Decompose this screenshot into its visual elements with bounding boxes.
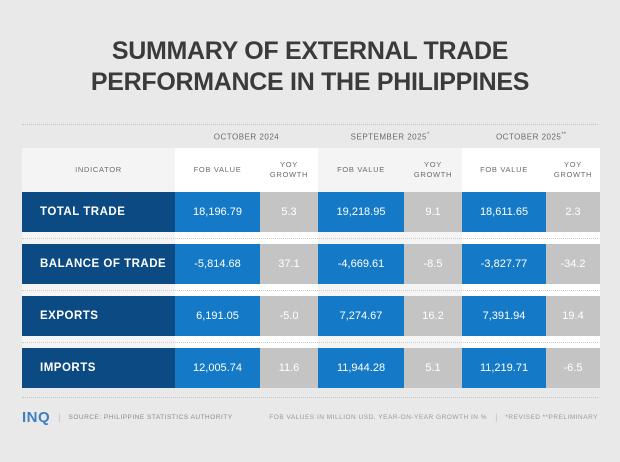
trade-summary-table: OCTOBER 2024 SEPTEMBER 2025* OCTOBER 202…	[22, 126, 600, 388]
cell-sep2025-yoy: 5.1	[404, 348, 462, 388]
table-row: IMPORTS 12,005.74 11.6 11,944.28 5.1 11,…	[22, 348, 600, 388]
row-indicator-label: BALANCE OF TRADE	[22, 244, 175, 284]
cell-oct2025-yoy: 2.3	[546, 192, 600, 232]
units-note: FOB VALUES IN MILLION USD, YEAR-ON-YEAR …	[269, 413, 488, 421]
yoy-line-1: YOY	[424, 159, 442, 169]
cell-oct2025-yoy: 19.4	[546, 296, 600, 336]
title-line-2: PERFORMANCE IN THE PHILIPPINES	[90, 68, 530, 96]
yoy-line-1: YOY	[280, 159, 298, 169]
subheader-fob-value-2: FOB VALUE	[337, 164, 385, 174]
header-divider	[22, 124, 598, 126]
subheader-yoy-growth-2: YOY GROWTH	[404, 160, 462, 180]
footer-notes: FOB VALUES IN MILLION USD, YEAR-ON-YEAR …	[269, 412, 598, 422]
row-indicator-label: EXPORTS	[22, 296, 175, 336]
cell-oct2024-yoy: -5.0	[260, 296, 318, 336]
period-label-1: OCTOBER 2024	[213, 132, 280, 142]
row-indicator-label: IMPORTS	[22, 348, 175, 388]
footer-separator-left: |	[58, 412, 61, 422]
yoy-line-2: GROWTH	[269, 170, 309, 179]
table-row: BALANCE OF TRADE -5,814.68 37.1 -4,669.6…	[22, 244, 600, 284]
cell-oct2025-fob: 7,391.94	[462, 296, 546, 336]
cell-oct2024-yoy: 37.1	[260, 244, 318, 284]
cell-sep2025-fob: -4,669.61	[318, 244, 404, 284]
footer: INQ | SOURCE: PHILIPPINE STATISTICS AUTH…	[22, 408, 598, 426]
subheader-indicator: INDICATOR	[75, 164, 122, 174]
legend-revised: *REVISED	[505, 413, 541, 421]
period-marker-3: **	[561, 132, 567, 139]
cell-oct2024-fob: 6,191.05	[175, 296, 260, 336]
page-title: SUMMARY OF EXTERNAL TRADE PERFORMANCE IN…	[0, 0, 620, 98]
cell-oct2025-yoy: -34.2	[546, 244, 600, 284]
cell-oct2025-fob: 11,219.71	[462, 348, 546, 388]
period-label-2: SEPTEMBER 2025	[350, 132, 428, 142]
cell-sep2025-fob: 7,274.67	[318, 296, 404, 336]
legend-preliminary: **PRELIMINARY	[542, 413, 598, 421]
table-row: EXPORTS 6,191.05 -5.0 7,274.67 16.2 7,39…	[22, 296, 600, 336]
cell-sep2025-yoy: -8.5	[404, 244, 462, 284]
cell-sep2025-fob: 11,944.28	[318, 348, 404, 388]
cell-oct2024-fob: 18,196.79	[175, 192, 260, 232]
inquirer-logo: INQ	[22, 408, 51, 426]
yoy-line-2: GROWTH	[553, 170, 593, 179]
cell-oct2024-fob: -5,814.68	[175, 244, 260, 284]
period-marker-2: *	[427, 132, 430, 139]
period-header-sep-2025: SEPTEMBER 2025*	[318, 132, 462, 142]
cell-oct2024-yoy: 5.3	[260, 192, 318, 232]
footer-divider	[22, 397, 598, 399]
cell-sep2025-yoy: 9.1	[404, 192, 462, 232]
subheader-row: INDICATOR FOB VALUE YOY GROWTH FOB VALUE…	[22, 148, 598, 192]
subheader-fob-value-1: FOB VALUE	[193, 164, 242, 174]
row-separator	[22, 336, 598, 348]
subheader-yoy-growth-1: YOY GROWTH	[260, 160, 318, 180]
footer-separator-right: |	[495, 412, 498, 422]
period-header-oct-2025: OCTOBER 2025**	[462, 132, 600, 142]
row-separator	[22, 232, 598, 244]
subheader-yoy-growth-3: YOY GROWTH	[546, 160, 600, 180]
subheader-fob-value-3: FOB VALUE	[480, 164, 528, 174]
yoy-line-2: GROWTH	[413, 170, 453, 179]
period-header-oct-2024: OCTOBER 2024	[175, 132, 318, 142]
cell-sep2025-fob: 19,218.95	[318, 192, 404, 232]
row-separator	[22, 284, 598, 296]
cell-oct2025-fob: -3,827.77	[462, 244, 546, 284]
source-attribution: SOURCE: PHILIPPINE STATISTICS AUTHORITY	[68, 413, 233, 421]
title-line-1: SUMMARY OF EXTERNAL TRADE	[111, 37, 509, 65]
row-indicator-label: TOTAL TRADE	[22, 192, 175, 232]
table-row: TOTAL TRADE 18,196.79 5.3 19,218.95 9.1 …	[22, 192, 600, 232]
yoy-line-1: YOY	[564, 159, 582, 169]
cell-oct2024-fob: 12,005.74	[175, 348, 260, 388]
cell-oct2024-yoy: 11.6	[260, 348, 318, 388]
cell-oct2025-yoy: -6.5	[546, 348, 600, 388]
cell-sep2025-yoy: 16.2	[404, 296, 462, 336]
period-header-row: OCTOBER 2024 SEPTEMBER 2025* OCTOBER 202…	[22, 126, 598, 148]
period-label-3: OCTOBER 2025	[495, 132, 562, 142]
cell-oct2025-fob: 18,611.65	[462, 192, 546, 232]
